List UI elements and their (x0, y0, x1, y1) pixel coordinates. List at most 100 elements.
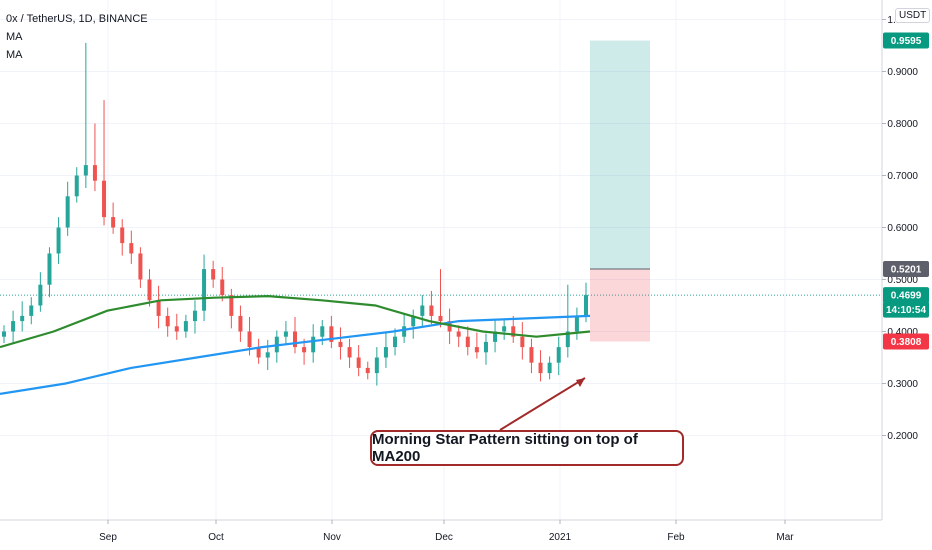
candle-body (584, 295, 588, 316)
candle-body (229, 295, 234, 316)
candle-body (20, 315, 25, 322)
price-tag-bg (883, 301, 929, 318)
candle-body (420, 305, 425, 316)
candle-body (402, 326, 407, 337)
candle-body (92, 165, 97, 181)
candle-body (302, 347, 307, 353)
candle-body (520, 336, 525, 348)
candle-body (365, 367, 370, 374)
candle-body (483, 341, 488, 353)
price-tag-label: 0.3808 (891, 337, 922, 348)
candle-body (29, 305, 34, 316)
candle-body (383, 347, 388, 358)
candle-body (47, 253, 52, 285)
candle-body (129, 243, 134, 254)
candle-body (356, 357, 361, 368)
candle-body (102, 180, 107, 218)
y-tick-label: 0.3000 (887, 379, 918, 390)
x-tick-label: Oct (208, 532, 224, 543)
y-tick-label: 0.2000 (887, 431, 918, 442)
candle-body (238, 315, 243, 332)
price-axis[interactable]: 1.00000.90000.80000.70000.60000.50000.40… (882, 15, 918, 442)
candle-body (393, 336, 398, 348)
candle-body (493, 331, 498, 342)
price-tag-bg (883, 287, 929, 304)
candle-body (347, 347, 352, 358)
annotation-callout[interactable]: Morning Star Pattern sitting on top of M… (370, 430, 684, 466)
price-tag-label: 0.4699 (891, 291, 922, 302)
y-tick-label: 0.9000 (887, 67, 918, 78)
candle-body (447, 321, 452, 332)
ma-line-green (0, 294, 591, 349)
symbol-title[interactable]: 0x / TetherUS, 1D, BINANCE (6, 13, 148, 25)
moving-averages (0, 294, 591, 395)
candle-body (247, 331, 252, 348)
time-axis[interactable]: Sep Oct Nov Dec 2021 Feb Mar (99, 520, 794, 543)
annotation-arrow (499, 377, 586, 431)
candle-body (429, 305, 434, 316)
candle-body (220, 279, 225, 296)
x-tick-label: Nov (323, 532, 341, 543)
x-tick-label: Dec (435, 532, 453, 543)
price-tag-label: 0.5201 (891, 265, 922, 276)
currency-button[interactable]: USDT (895, 8, 931, 23)
y-tick-label: 0.8000 (887, 119, 918, 130)
candle-body (547, 362, 552, 374)
candle-body (529, 347, 534, 363)
price-tag-bg (883, 261, 929, 278)
target-zone (590, 40, 650, 270)
stop-zone (590, 269, 650, 342)
candle-body (538, 362, 543, 374)
arrow-head (576, 378, 585, 387)
candle-body (183, 321, 188, 332)
candle-body (11, 321, 16, 332)
candle-body (374, 357, 379, 374)
candle-body (565, 331, 570, 348)
candle-body (256, 347, 261, 358)
price-tag-bg (883, 333, 929, 350)
price-tags: 0.9595 0.5201 0.4699 14:10:54 0.3808 (883, 32, 929, 350)
candle-body (456, 331, 461, 337)
y-tick-label: 0.4000 (887, 327, 918, 338)
candle-body (120, 227, 125, 244)
candle-body (311, 336, 316, 353)
candle-body (556, 347, 561, 363)
candle-body (202, 269, 207, 311)
candle-body (329, 326, 334, 342)
candle-body (56, 227, 61, 254)
candle-body (147, 279, 152, 301)
indicator-ma-1[interactable]: MA (6, 31, 23, 43)
x-tick-label: Mar (776, 532, 794, 543)
candle-body (192, 310, 197, 322)
candle-body (474, 347, 479, 353)
candle-body (74, 175, 79, 197)
candle-body (465, 336, 470, 348)
candle-body (411, 315, 416, 327)
candle-body (165, 315, 170, 327)
indicator-ma-2[interactable]: MA (6, 49, 23, 61)
candle-body (320, 326, 325, 337)
price-tag-label: 0.9595 (891, 36, 922, 47)
candle-body (174, 326, 179, 332)
price-tag-label: 14:10:54 (886, 305, 926, 316)
candle-body (65, 196, 70, 228)
candle-body (83, 165, 88, 176)
x-tick-label: 2021 (549, 532, 572, 543)
candle-body (574, 315, 579, 332)
arrow-line (499, 377, 586, 431)
x-tick-label: Sep (99, 532, 117, 543)
risk-reward-zone (590, 40, 650, 342)
y-tick-label: 0.6000 (887, 223, 918, 234)
y-tick-label: 0.5000 (887, 275, 918, 286)
candle-body (283, 331, 288, 337)
candlesticks (2, 42, 588, 386)
candle-body (156, 300, 161, 316)
candle-body (2, 331, 6, 337)
ma-line-blue (0, 314, 591, 395)
candle-body (293, 331, 297, 348)
price-tag-bg (883, 32, 929, 49)
x-tick-label: Feb (667, 532, 685, 543)
candle-body (38, 284, 43, 306)
candle-body (211, 269, 216, 280)
